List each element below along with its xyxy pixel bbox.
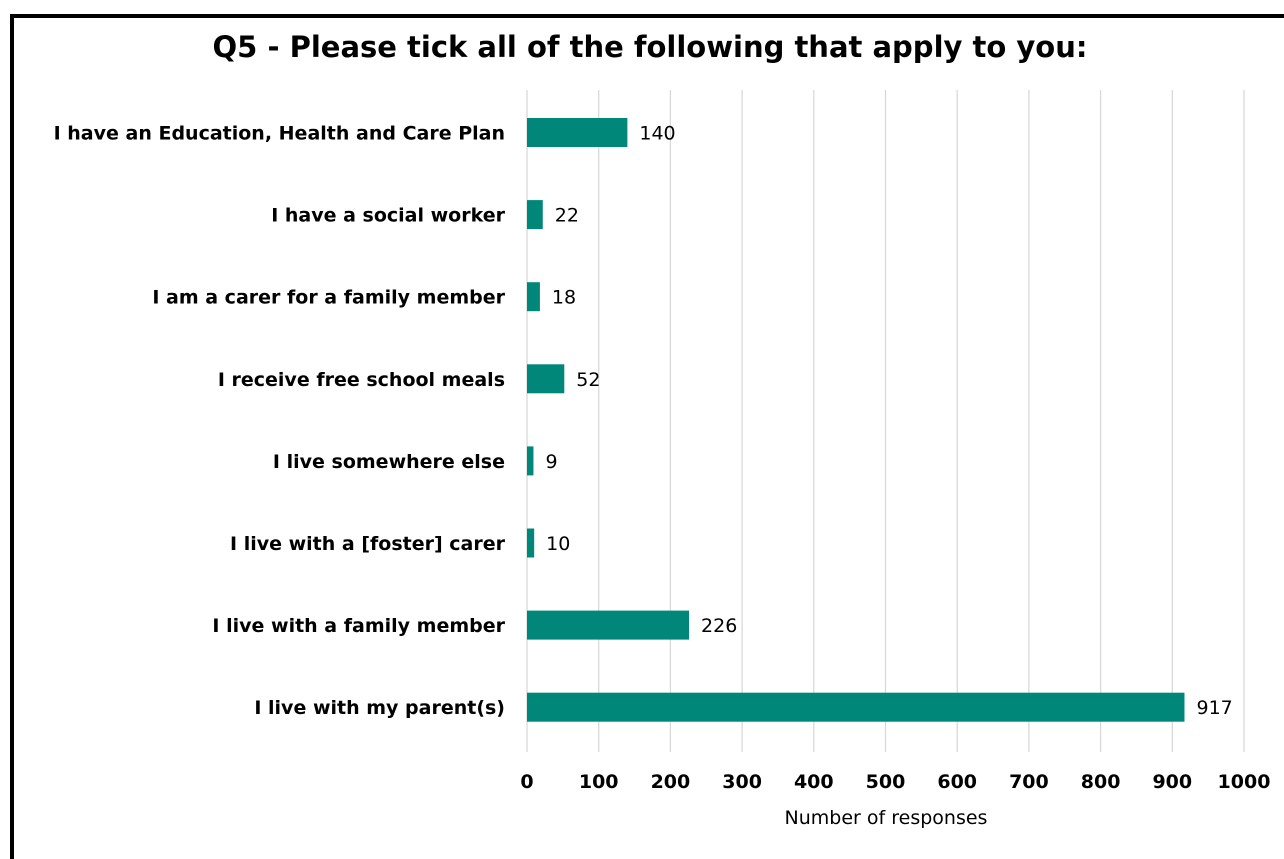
gridlines xyxy=(526,90,1245,752)
data-label: 9 xyxy=(545,451,557,473)
data-label: 917 xyxy=(1196,697,1232,719)
bar xyxy=(527,118,628,147)
category-label: I live with a family member xyxy=(212,615,505,637)
bar xyxy=(527,610,690,640)
category-label: I live with my parent(s) xyxy=(254,697,505,719)
data-label: 52 xyxy=(576,369,600,391)
chart-frame xyxy=(10,14,1284,859)
bar xyxy=(527,692,1185,722)
x-tick-labels: 0 100 200 300 400 500 600 700 800 900 1000 xyxy=(520,771,1270,793)
x-tick-label: 1000 xyxy=(1218,771,1271,793)
bars xyxy=(527,118,1185,722)
x-tick-label: 400 xyxy=(794,771,834,793)
bar xyxy=(527,364,565,394)
category-label: I live with a [foster] carer xyxy=(230,533,506,555)
x-tick-label: 100 xyxy=(579,771,619,793)
data-labels: 140 22 18 52 9 10 226 917 xyxy=(545,123,1232,720)
category-label: I have an Education, Health and Care Pla… xyxy=(54,123,505,145)
bar xyxy=(527,282,540,312)
category-labels: I have an Education, Health and Care Pla… xyxy=(54,123,506,720)
bar xyxy=(527,446,534,476)
x-tick-label: 600 xyxy=(937,771,977,793)
chart-title: Q5 - Please tick all of the following th… xyxy=(212,30,1088,64)
data-label: 226 xyxy=(701,615,737,637)
bar xyxy=(527,200,543,230)
category-label: I have a social worker xyxy=(271,205,505,227)
x-tick-label: 500 xyxy=(866,771,906,793)
category-label: I am a carer for a family member xyxy=(152,287,505,309)
data-label: 22 xyxy=(555,205,579,227)
x-tick-label: 700 xyxy=(1009,771,1049,793)
x-tick-label: 900 xyxy=(1152,771,1192,793)
data-label: 140 xyxy=(639,123,675,145)
x-tick-label: 200 xyxy=(651,771,691,793)
x-tick-label: 800 xyxy=(1081,771,1121,793)
x-axis-title: Number of responses xyxy=(785,807,988,829)
category-label: I live somewhere else xyxy=(273,451,505,473)
x-tick-label: 300 xyxy=(722,771,762,793)
x-tick-label: 0 xyxy=(520,771,533,793)
bar xyxy=(527,528,535,558)
data-label: 18 xyxy=(552,287,576,309)
data-label: 10 xyxy=(546,533,570,555)
category-label: I receive free school meals xyxy=(218,369,505,391)
